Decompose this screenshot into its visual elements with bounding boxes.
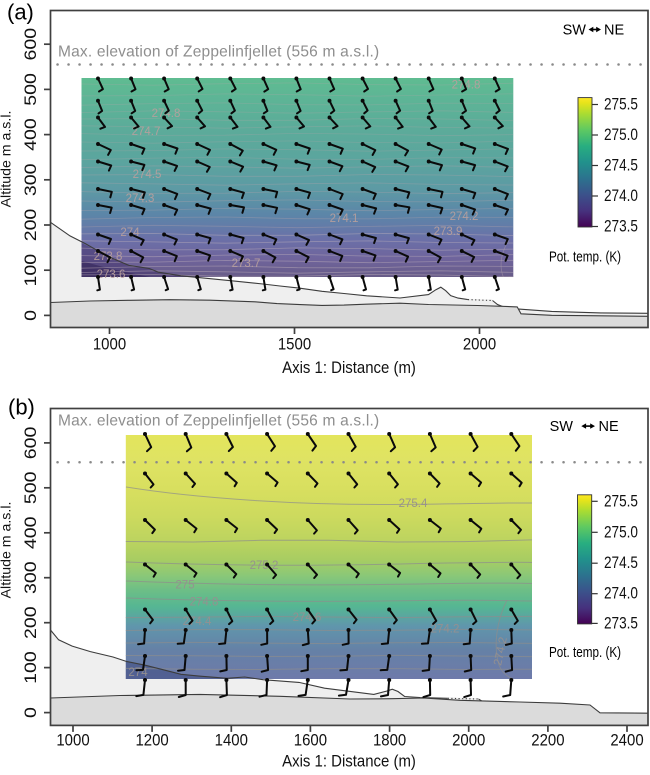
svg-text:(a): (a) [7,0,34,25]
svg-text:273.6: 273.6 [97,269,126,281]
svg-text:1800: 1800 [373,732,406,750]
svg-text:Pot. temp. (K): Pot. temp. (K) [549,644,621,661]
svg-text:1200: 1200 [135,732,168,750]
svg-text:200: 200 [20,606,39,639]
svg-text:274.7: 274.7 [132,126,161,138]
svg-text:400: 400 [20,517,39,550]
svg-text:NE: NE [599,419,619,435]
svg-text:2000: 2000 [463,336,496,354]
svg-text:2400: 2400 [610,732,643,750]
svg-text:Pot. temp. (K): Pot. temp. (K) [549,248,621,265]
svg-text:1500: 1500 [278,336,311,354]
svg-text:100: 100 [20,254,39,287]
svg-text:1400: 1400 [215,732,248,750]
svg-text:SW: SW [550,419,574,435]
svg-text:Max. elevation of Zeppelinfjel: Max. elevation of Zeppelinfjellet (556 m… [58,43,379,60]
svg-text:Axis 1: Distance (m): Axis 1: Distance (m) [282,359,416,377]
svg-text:274.5: 274.5 [604,156,638,175]
svg-text:273.7: 273.7 [232,258,261,270]
svg-text:274.5: 274.5 [604,554,638,573]
svg-text:600: 600 [20,427,39,460]
svg-text:274.2: 274.2 [431,624,460,636]
svg-text:NE: NE [604,23,624,39]
svg-text:274.2: 274.2 [492,636,510,667]
svg-text:273.5: 273.5 [604,614,638,633]
svg-text:275: 275 [175,580,194,592]
svg-text:(b): (b) [8,395,35,420]
svg-text:275.0: 275.0 [604,523,638,542]
svg-text:274.0: 274.0 [604,584,638,603]
svg-text:400: 400 [20,118,39,151]
svg-text:Altitude m a.s.l.: Altitude m a.s.l. [0,111,13,208]
svg-text:274.0: 274.0 [604,187,638,206]
svg-text:275.5: 275.5 [604,95,638,114]
svg-text:Altitude m a.s.l.: Altitude m a.s.l. [0,502,13,599]
svg-text:500: 500 [20,472,39,505]
svg-text:274.8: 274.8 [452,80,481,92]
svg-text:274.3: 274.3 [126,193,155,205]
svg-text:275.5: 275.5 [604,492,638,511]
svg-text:274: 274 [128,667,148,679]
svg-text:274.4: 274.4 [183,616,212,628]
svg-text:274.8: 274.8 [190,597,219,609]
svg-text:1600: 1600 [294,732,327,750]
svg-text:0: 0 [20,707,39,718]
svg-text:275.2: 275.2 [250,560,279,572]
svg-text:274.2: 274.2 [450,211,479,223]
svg-text:Axis 1: Distance (m): Axis 1: Distance (m) [282,753,416,771]
svg-text:273.5: 273.5 [604,217,638,236]
svg-text:100: 100 [20,651,39,684]
svg-text:274.5: 274.5 [133,169,162,181]
svg-text:1000: 1000 [93,336,126,354]
svg-text:273.9: 273.9 [434,226,463,238]
svg-text:275.0: 275.0 [604,126,638,145]
svg-text:Max. elevation of Zeppelinfjel: Max. elevation of Zeppelinfjellet (556 m… [58,412,379,429]
svg-text:2200: 2200 [531,732,564,750]
svg-text:274.1: 274.1 [330,213,359,225]
svg-text:2000: 2000 [452,732,485,750]
svg-text:SW: SW [563,23,587,39]
svg-text:600: 600 [20,28,39,61]
svg-text:1000: 1000 [56,732,89,750]
svg-text:275.4: 275.4 [399,498,428,510]
svg-text:300: 300 [20,561,39,594]
svg-text:500: 500 [20,73,39,106]
svg-text:0: 0 [20,310,39,321]
svg-text:300: 300 [20,164,39,197]
svg-text:274.6: 274.6 [293,612,322,624]
svg-text:200: 200 [20,209,39,242]
